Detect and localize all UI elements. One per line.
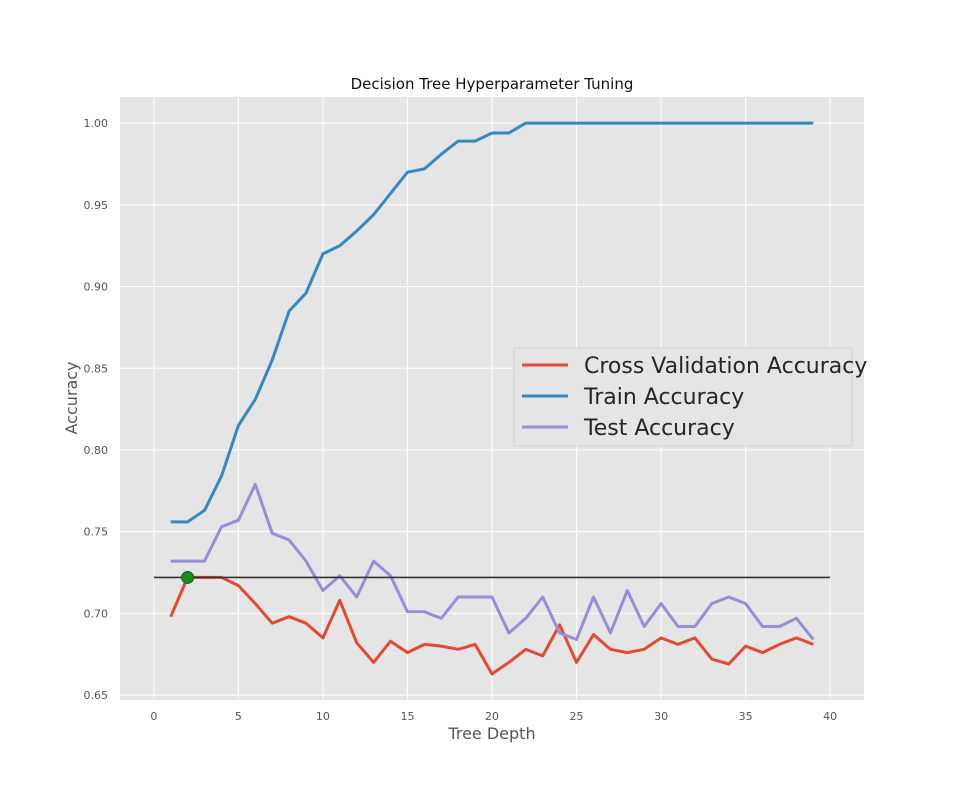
legend-label-0: Cross Validation Accuracy [584,354,867,379]
y-axis-label: Accuracy [62,361,81,434]
legend-box [513,347,853,447]
y-tick-label: 0.80 [84,444,109,457]
x-tick-label: 15 [400,710,414,723]
series-line-0 [169,575,814,676]
y-tick-label: 0.65 [84,689,109,702]
legend-label-1: Train Accuracy [583,385,744,410]
x-tick-label: 20 [485,710,499,723]
axis-ticks: 0 5 10 15 20 25 30 35 40 0.65 0.70 0.75 0.80 0.85 0.90… [84,117,838,723]
series-lines [153,121,831,676]
x-tick-label: 5 [235,710,242,723]
legend: Cross Validation Accuracy Train Accuracy T… [513,347,867,447]
chart-title: Decision Tree Hyperparameter Tuning [351,75,634,93]
series-line-1 [170,121,814,524]
x-tick-label: 30 [654,710,668,723]
y-tick-label: 0.95 [84,199,109,212]
y-tick-label: 0.90 [84,281,109,294]
x-tick-label: 25 [570,710,584,723]
series-line-2 [170,482,815,641]
y-tick-label: 0.85 [84,362,109,375]
y-tick-label: 0.75 [84,526,109,539]
x-tick-label: 0 [150,710,157,723]
x-tick-label: 40 [823,710,837,723]
legend-label-2: Test Accuracy [583,416,735,441]
y-tick-label: 1.00 [84,117,109,130]
best-depth-marker [181,570,195,584]
y-tick-label: 0.70 [84,607,109,620]
x-tick-label: 35 [739,710,753,723]
x-axis-label: Tree Depth [447,724,535,743]
x-tick-label: 10 [316,710,330,723]
